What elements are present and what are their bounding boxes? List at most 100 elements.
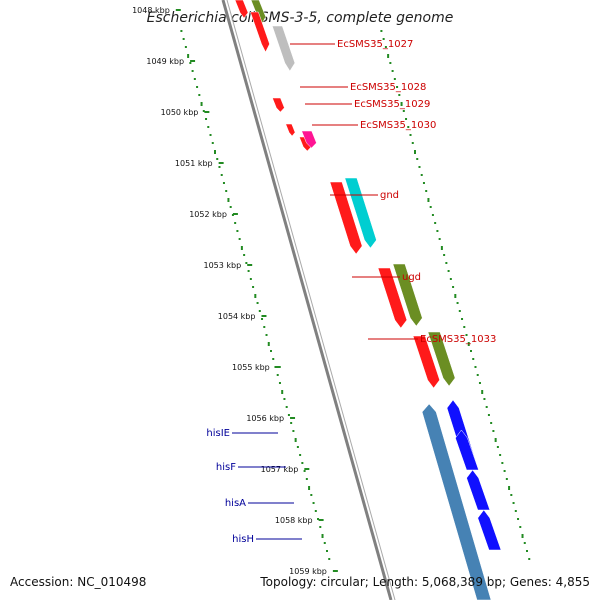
gc-dot [402, 110, 405, 112]
gc-dot [207, 126, 210, 128]
genome-summary: Topology: circular; Length: 5,068,389 bp… [260, 575, 590, 589]
gc-dot [407, 126, 410, 128]
gc-dot [434, 222, 437, 224]
gene-feature [477, 509, 502, 551]
gc-dot [234, 222, 237, 224]
gc-dot [312, 502, 315, 504]
page-title: Escherichia coli SMS-3-5, complete genom… [146, 10, 454, 26]
gc-dot [508, 486, 511, 490]
gc-dot [389, 62, 392, 64]
gc-dot [238, 238, 241, 240]
gc-dot [305, 478, 308, 480]
gc-dot [461, 318, 464, 320]
gc-dot [278, 382, 281, 384]
gc-dot [214, 150, 216, 154]
gc-dot [270, 350, 272, 352]
gc-dot [218, 166, 221, 168]
gc-dot [187, 54, 190, 58]
gc-dot [411, 142, 414, 144]
gc-dot [254, 294, 257, 298]
gc-dot [416, 158, 419, 160]
gc-dot [249, 278, 252, 280]
gc-dot [247, 270, 250, 272]
gc-dot [265, 334, 268, 336]
gc-dot [490, 422, 493, 424]
tick-label: 1049 kbp [146, 57, 184, 66]
gc-dot [526, 550, 528, 552]
backbone-line-shadow [226, 0, 396, 600]
gc-dot [303, 470, 306, 472]
gc-dot [274, 366, 277, 368]
gc-dot [240, 246, 243, 250]
gc-dot [523, 542, 526, 544]
gc-dot [323, 542, 326, 544]
gc-dot [470, 350, 472, 352]
tick-label: 1048 kbp [132, 6, 170, 15]
gc-dot [503, 470, 506, 472]
gc-dot [227, 198, 230, 202]
gc-dot [445, 262, 448, 264]
gc-dot [380, 30, 383, 32]
gc-dot [382, 38, 385, 40]
gc-dot [510, 494, 513, 496]
gc-dot [467, 342, 470, 346]
gc-dot [301, 462, 304, 464]
gc-dot [398, 94, 401, 96]
gc-dot [427, 198, 430, 202]
gc-dot [205, 118, 208, 120]
gene-feature [427, 331, 456, 387]
gc-dot [189, 62, 192, 64]
gc-dot [211, 142, 214, 144]
gc-dot [436, 230, 439, 232]
gc-dot [281, 390, 284, 394]
gc-dot [321, 534, 324, 538]
gc-dot [438, 238, 441, 240]
gc-dot [476, 374, 479, 376]
gc-dot [512, 502, 515, 504]
gc-dot [400, 102, 403, 106]
gc-dot [425, 190, 428, 192]
gene-label: EcSMS35_1028 [350, 82, 426, 93]
gene-feature [285, 123, 296, 137]
gc-dot [499, 454, 502, 456]
gc-dot [456, 302, 459, 304]
gc-dot [414, 150, 416, 154]
accession-label: Accession: NC_010498 [10, 575, 147, 589]
gc-dot [528, 558, 531, 560]
tick-label: 1057 kbp [261, 465, 299, 474]
gc-dot [384, 46, 387, 48]
gc-dot [229, 206, 232, 208]
gc-dot [245, 262, 248, 264]
gc-dot [494, 438, 497, 442]
gc-dot [409, 134, 412, 136]
gc-dot [184, 46, 187, 48]
gc-dot [200, 102, 203, 106]
gc-dot [396, 86, 399, 88]
gc-dot [418, 166, 421, 168]
gc-dot [236, 230, 239, 232]
gc-dot [492, 430, 495, 432]
gc-dot [391, 70, 394, 72]
gene-label: hisF [216, 462, 236, 473]
gc-dot [478, 382, 481, 384]
gc-dot [429, 206, 432, 208]
gc-dot [326, 550, 328, 552]
gc-dot [517, 518, 520, 520]
gc-dot [483, 398, 486, 400]
tick-label: 1053 kbp [203, 261, 241, 270]
gene-feature [272, 97, 285, 113]
gc-dot [443, 254, 446, 256]
gc-dot [474, 366, 477, 368]
gc-dot [267, 342, 270, 346]
gc-dot [310, 494, 313, 496]
gc-dot [422, 182, 425, 184]
axis-ticks: 1048 kbp 1049 kbp 1050 kbp 1051 kbp 1052 kbp… [132, 6, 338, 576]
gene-label: EcSMS35_1030 [360, 120, 436, 131]
gc-dot [202, 110, 205, 112]
gene-feature [466, 469, 491, 511]
gc-dot [317, 518, 320, 520]
gc-dot [314, 510, 317, 512]
gc-dot [393, 78, 396, 80]
gc-dot [222, 182, 225, 184]
